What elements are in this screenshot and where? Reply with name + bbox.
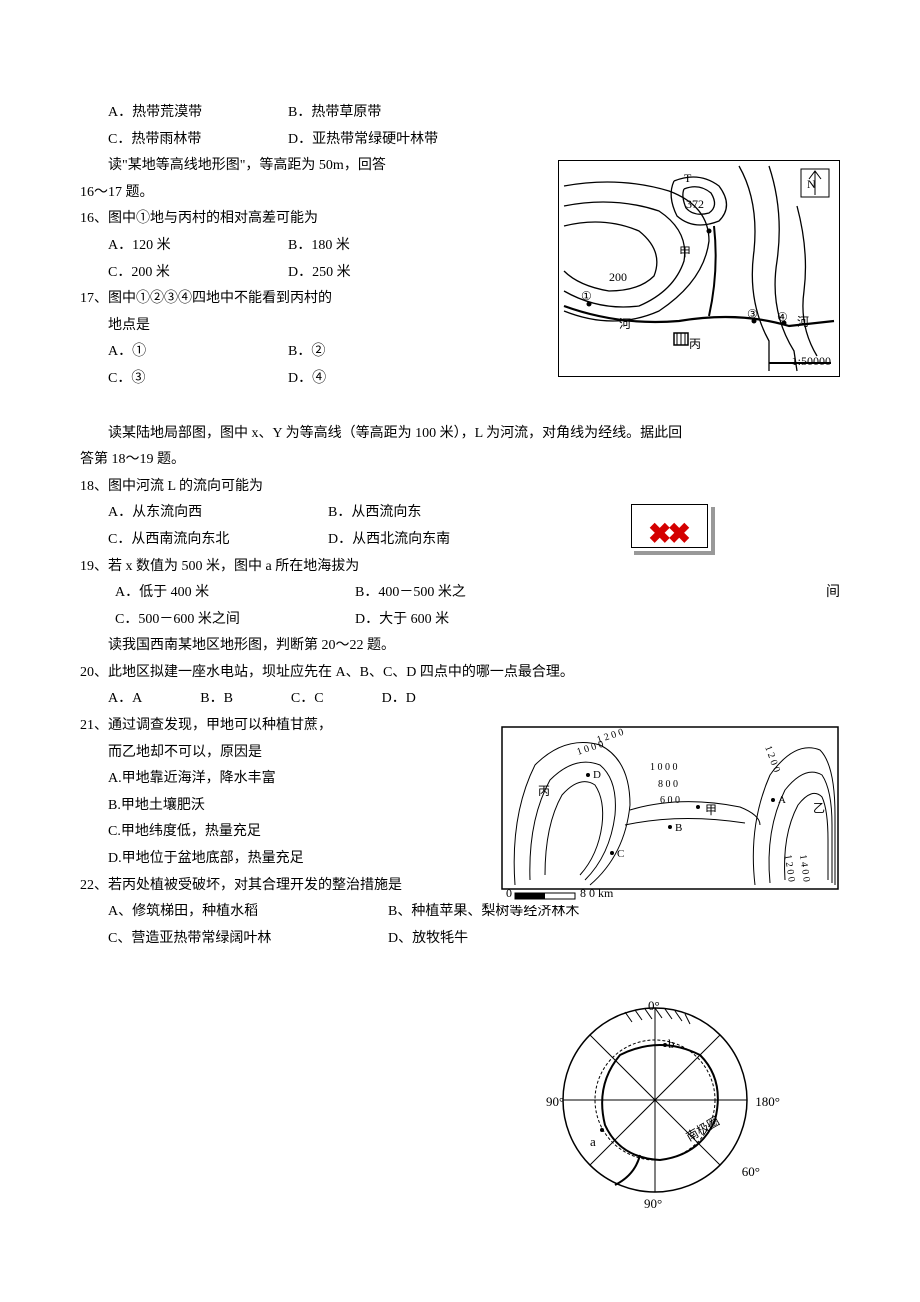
q15-opt-d: D．亚热带常绿硬叶林带 xyxy=(260,127,438,154)
fig1-label-t: T xyxy=(684,167,691,190)
svg-text:A: A xyxy=(778,794,786,806)
fig1-label-he2: 河 xyxy=(797,311,809,334)
figure-broken-image-icon: ✖✖ xyxy=(627,500,715,555)
spacer xyxy=(80,393,840,421)
q19-options-row1: A．低于 400 米 B．400－500 米之 间 xyxy=(80,580,840,607)
fig4-point-a: a xyxy=(590,1130,596,1155)
fig1-label-bing: 丙 xyxy=(689,333,701,356)
fig4-180: 180° xyxy=(755,1090,780,1115)
fig4-point-b: b xyxy=(668,1032,675,1057)
q20-opt-d: D．D xyxy=(354,686,416,713)
q19-stem: 19、若 x 数值为 500 米，图中 a 所在地海拔为 xyxy=(80,554,840,581)
q17-opt-d: D．④ xyxy=(260,366,400,393)
fig4-60: 60° xyxy=(742,1160,760,1185)
q22-opt-a: A、修筑梯田，种植水稻 xyxy=(80,899,360,926)
q16-opt-c: C．200 米 xyxy=(80,260,220,287)
q16-opt-d: D．250 米 xyxy=(260,260,400,287)
q19-opt-b: B．400－500 米之 xyxy=(355,580,786,607)
q15-options-row2: C．热带雨林带 D．亚热带常绿硬叶林带 xyxy=(80,127,840,154)
q16-opt-a: A．120 米 xyxy=(80,233,220,260)
q20-options-row: A．A B．B C．C D．D xyxy=(80,686,840,713)
q15-opt-b: B．热带草原带 xyxy=(260,100,400,127)
q18-opt-c: C．从西南流向东北 xyxy=(80,527,260,554)
q15-opt-c: C．热带雨林带 xyxy=(80,127,220,154)
svg-text:8 0 0: 8 0 0 xyxy=(658,779,678,790)
intro-1819-line1: 读某陆地局部图，图中 x、Y 为等高线（等高距为 100 米），L 为河流，对角… xyxy=(80,421,840,448)
q17-opt-a: A．① xyxy=(80,339,220,366)
q16-opt-b: B．180 米 xyxy=(260,233,400,260)
q19-opt-c: C．500－600 米之间 xyxy=(115,607,315,634)
exam-page: A．热带荒漠带 B．热带草原带 C．热带雨林带 D．亚热带常绿硬叶林带 读"某地… xyxy=(0,0,920,1012)
figure-contour-map-1: T N 372 甲 200 ① 河 丙 ③ ④ 河 1:50000 xyxy=(558,160,840,377)
svg-text:C: C xyxy=(617,848,624,860)
q22-opt-c: C、营造亚热带常绿阔叶林 xyxy=(80,926,360,953)
fig1-label-1: ① xyxy=(581,285,592,308)
fig1-label-372: 372 xyxy=(686,193,704,216)
q18-stem: 18、图中河流 L 的流向可能为 xyxy=(80,474,840,501)
intro-1819-line2: 答第 18～19 题。 xyxy=(80,447,840,474)
fig4-0: 90° xyxy=(546,1090,564,1115)
q18-opt-a: A．从东流向西 xyxy=(80,500,260,527)
q20-stem: 20、此地区拟建一座水电站，坝址应先在 A、B、C、D 四点中的哪一点最合理。 xyxy=(80,660,840,687)
intro-2022: 读我国西南某地区地形图，判断第 20～22 题。 xyxy=(80,633,840,660)
svg-text:1 0 0 0: 1 0 0 0 xyxy=(650,762,678,773)
fig1-label-4: ④ xyxy=(777,306,788,329)
q18-opt-b: B．从西流向东 xyxy=(300,500,440,527)
fig3-scale-0: 0 xyxy=(506,882,512,905)
q18-options-row2: C．从西南流向东北 D．从西北流向东南 xyxy=(80,527,840,554)
q15-options-row1: A．热带荒漠带 B．热带草原带 xyxy=(80,100,840,127)
contour-map-2-svg: 1 2 0 0 1 0 0 0 1 0 0 0 8 0 0 6 0 0 1 2 … xyxy=(500,725,840,905)
svg-text:D: D xyxy=(593,769,601,781)
figure-polar-map: 0° 90° 90° 180° 60° a b 南极圈 xyxy=(540,1000,780,1215)
fig3-label-yi: 乙 xyxy=(813,797,825,820)
fig1-label-3: ③ xyxy=(747,303,758,326)
q19-opt-a: A．低于 400 米 xyxy=(115,580,315,607)
q17-opt-c: C．③ xyxy=(80,366,220,393)
figure-contour-map-2: 1 2 0 0 1 0 0 0 1 0 0 0 8 0 0 6 0 0 1 2 … xyxy=(500,725,840,905)
fig4-90-bottom: 90° xyxy=(644,1192,662,1217)
fig1-label-200: 200 xyxy=(609,266,627,289)
svg-text:6 0 0: 6 0 0 xyxy=(660,795,680,806)
q22-opt-d: D、放牧牦牛 xyxy=(360,926,468,953)
q20-opt-a: A．A xyxy=(80,686,142,713)
fig3-label-bing: 丙 xyxy=(538,780,550,803)
broken-image-x-icon: ✖✖ xyxy=(627,508,708,561)
q19-opt-b-tail: 间 xyxy=(826,580,840,607)
fig1-label-he1: 河 xyxy=(619,313,631,336)
svg-text:B: B xyxy=(675,822,682,834)
fig1-label-jia: 甲 xyxy=(679,241,691,264)
fig3-label-jia: 甲 xyxy=(705,799,717,822)
fig4-90-top: 0° xyxy=(648,994,660,1019)
q22-options-row2: C、营造亚热带常绿阔叶林 D、放牧牦牛 xyxy=(80,926,840,953)
q18-opt-d: D．从西北流向东南 xyxy=(300,527,450,554)
q17-opt-b: B．② xyxy=(260,339,400,366)
q19-opt-d: D．大于 600 米 xyxy=(355,607,495,634)
q20-opt-c: C．C xyxy=(263,686,324,713)
fig3-scale-r: 8 0 km xyxy=(580,882,613,905)
fig1-label-n: N xyxy=(807,173,816,196)
q18-options-row1: A．从东流向西 B．从西流向东 xyxy=(80,500,840,527)
fig1-scale-label: 1:50000 xyxy=(792,350,831,373)
q15-opt-a: A．热带荒漠带 xyxy=(80,100,220,127)
q20-opt-b: B．B xyxy=(172,686,233,713)
fig2-shadow xyxy=(711,507,715,555)
q19-options-row2: C．500－600 米之间 D．大于 600 米 xyxy=(80,607,840,634)
